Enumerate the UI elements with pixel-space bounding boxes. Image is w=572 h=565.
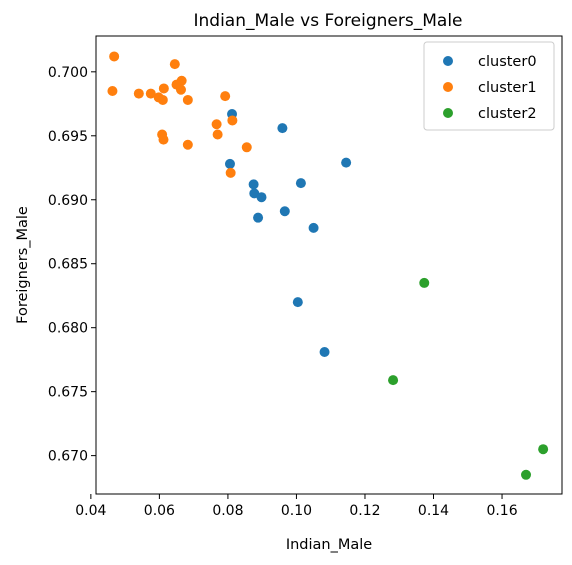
point-cluster1-1 <box>169 59 180 70</box>
point-cluster1-14 <box>211 119 222 130</box>
point-cluster1-17 <box>158 134 169 145</box>
point-cluster1-19 <box>241 142 252 153</box>
y-tick-label: 0.690 <box>48 193 88 209</box>
x-tick-label: 0.14 <box>418 503 449 519</box>
point-cluster1-8 <box>145 88 156 99</box>
legend-marker-cluster1 <box>443 82 453 92</box>
y-axis-label: Foreigners_Male <box>15 206 31 324</box>
legend-label-cluster0: cluster0 <box>478 54 537 70</box>
legend: cluster0 cluster1 cluster2 <box>423 41 555 131</box>
points-layer <box>107 51 549 480</box>
plot-frame <box>95 35 563 495</box>
chart-title: Indian_Male vs Foreigners_Male <box>194 11 463 31</box>
point-cluster1-18 <box>182 139 193 150</box>
point-cluster1-16 <box>212 129 223 140</box>
x-tick-label: 0.04 <box>75 503 106 519</box>
point-cluster0-1 <box>277 123 288 134</box>
point-cluster0-5 <box>248 179 259 190</box>
y-tick-label: 0.675 <box>48 385 88 401</box>
point-cluster0-7 <box>256 192 267 203</box>
point-cluster0-11 <box>292 297 303 308</box>
point-cluster1-13 <box>227 115 238 126</box>
point-cluster0-10 <box>308 222 319 233</box>
y-axis-ticks: 0.670 0.675 0.680 0.685 0.690 0.695 0.700 <box>48 65 96 465</box>
y-tick-label: 0.670 <box>48 449 88 465</box>
x-tick-label: 0.16 <box>486 503 517 519</box>
point-cluster2-1 <box>388 375 399 386</box>
legend-marker-cluster0 <box>443 56 453 66</box>
point-cluster1-4 <box>158 83 169 94</box>
x-axis-label: Indian_Male <box>286 537 372 553</box>
point-cluster0-12 <box>319 346 330 357</box>
point-cluster0-4 <box>295 178 306 189</box>
point-cluster1-0 <box>109 51 120 62</box>
y-tick-label: 0.695 <box>48 129 88 145</box>
legend-frame <box>423 41 555 131</box>
point-cluster2-3 <box>521 469 532 480</box>
point-cluster1-10 <box>220 91 231 102</box>
point-cluster0-9 <box>253 212 264 223</box>
point-cluster2-2 <box>538 444 549 455</box>
legend-marker-cluster2 <box>443 108 453 118</box>
point-cluster1-7 <box>133 88 144 99</box>
x-axis-ticks: 0.04 0.06 0.08 0.10 0.12 0.14 0.16 <box>75 494 518 519</box>
point-cluster0-3 <box>224 158 235 169</box>
y-tick-label: 0.685 <box>48 257 88 273</box>
point-cluster0-2 <box>341 157 352 168</box>
x-tick-label: 0.06 <box>144 503 175 519</box>
point-cluster1-20 <box>225 167 236 178</box>
point-cluster1-5 <box>175 84 186 95</box>
x-tick-label: 0.10 <box>281 503 312 519</box>
y-tick-label: 0.700 <box>48 65 88 81</box>
point-cluster2-0 <box>419 277 430 288</box>
legend-label-cluster2: cluster2 <box>478 106 537 122</box>
point-cluster1-6 <box>107 86 118 97</box>
point-cluster1-11 <box>157 94 168 105</box>
y-tick-label: 0.680 <box>48 321 88 337</box>
x-tick-label: 0.08 <box>212 503 243 519</box>
point-cluster1-12 <box>182 94 193 105</box>
x-tick-label: 0.12 <box>349 503 380 519</box>
legend-label-cluster1: cluster1 <box>478 80 537 96</box>
point-cluster0-8 <box>279 206 290 217</box>
